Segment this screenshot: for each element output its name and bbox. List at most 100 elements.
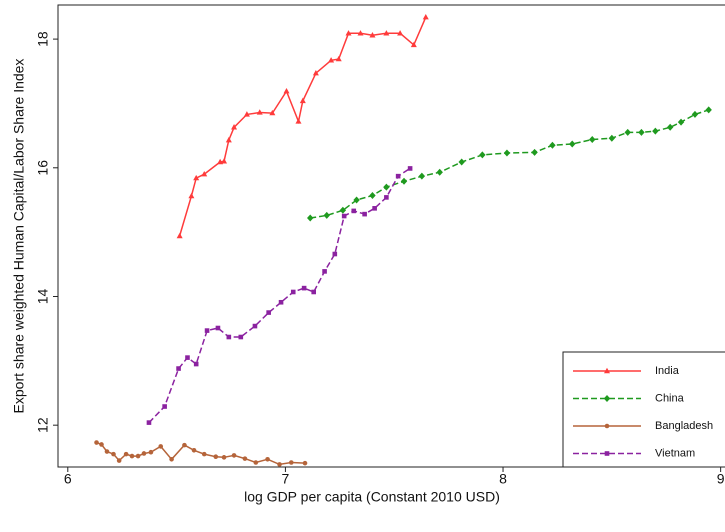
marker <box>302 460 308 466</box>
marker <box>129 453 135 459</box>
marker <box>123 451 129 457</box>
marker <box>204 328 210 333</box>
marker <box>691 110 699 118</box>
y-tick-label: 18 <box>35 31 51 47</box>
marker <box>278 299 284 305</box>
legend-label: Vietnam <box>655 447 695 459</box>
marker <box>141 451 147 456</box>
marker <box>312 70 319 76</box>
legend-label: Bangladesh <box>655 420 713 432</box>
marker <box>226 334 232 340</box>
marker <box>589 135 596 143</box>
marker <box>283 88 290 94</box>
legend-label: India <box>655 365 680 377</box>
marker <box>604 451 610 456</box>
marker <box>624 128 631 136</box>
marker <box>369 191 376 199</box>
y-tick-label: 14 <box>35 288 51 304</box>
legend-box <box>562 351 725 468</box>
marker <box>221 158 228 164</box>
marker <box>256 109 263 115</box>
marker <box>295 118 302 124</box>
marker <box>603 395 611 402</box>
marker <box>666 123 674 131</box>
marker <box>458 158 465 166</box>
marker <box>357 30 364 36</box>
marker <box>231 453 237 458</box>
marker <box>397 30 404 36</box>
marker <box>191 447 197 453</box>
marker <box>148 449 154 455</box>
marker <box>410 41 417 48</box>
marker <box>162 404 167 409</box>
marker <box>201 451 207 457</box>
marker <box>277 462 282 467</box>
marker <box>531 148 538 156</box>
marker <box>104 449 110 454</box>
marker <box>238 334 244 340</box>
marker <box>372 206 377 211</box>
marker <box>201 171 208 177</box>
marker <box>225 136 232 143</box>
legend-label: China <box>655 392 685 404</box>
marker <box>569 140 576 148</box>
marker <box>418 172 426 180</box>
marker <box>288 460 294 465</box>
marker <box>307 214 314 222</box>
y-tick-label: 12 <box>35 417 51 433</box>
marker <box>116 458 122 463</box>
marker <box>311 289 317 295</box>
marker <box>503 149 511 157</box>
marker <box>99 442 104 447</box>
marker <box>243 111 250 117</box>
x-axis-label: log GDP per capita (Constant 2010 USD) <box>244 489 500 505</box>
marker <box>322 269 327 274</box>
marker <box>328 57 335 63</box>
marker <box>400 177 408 185</box>
marker <box>652 127 659 135</box>
y-axis-label: Export share weighted Human Capital/Labo… <box>11 59 27 414</box>
marker <box>407 166 413 171</box>
marker <box>135 453 141 459</box>
marker <box>252 323 258 329</box>
marker <box>339 206 347 214</box>
marker <box>176 366 181 371</box>
marker <box>266 310 271 315</box>
marker <box>185 355 190 360</box>
marker <box>383 30 390 36</box>
x-tick-label: 8 <box>499 471 507 487</box>
marker <box>608 134 616 142</box>
marker <box>677 118 685 126</box>
marker <box>301 285 307 291</box>
marker <box>290 289 296 295</box>
marker <box>422 14 429 20</box>
marker <box>351 208 357 214</box>
marker <box>353 196 360 204</box>
marker <box>193 174 200 181</box>
x-tick-label: 6 <box>64 471 72 487</box>
marker <box>158 444 164 449</box>
marker <box>383 183 390 191</box>
marker <box>299 97 306 104</box>
marker <box>345 30 352 36</box>
marker <box>146 420 152 425</box>
legend: India China Bangladesh Vietnam <box>562 351 725 468</box>
marker <box>332 251 338 257</box>
marker <box>221 455 227 460</box>
marker <box>549 141 556 149</box>
marker <box>94 440 99 445</box>
marker <box>111 451 116 457</box>
marker <box>169 456 174 462</box>
marker <box>215 325 221 331</box>
marker <box>369 32 376 38</box>
marker <box>231 124 238 130</box>
x-tick-label: 7 <box>282 471 290 487</box>
plot-frame <box>57 4 725 468</box>
marker <box>269 109 276 116</box>
marker <box>335 55 342 62</box>
marker <box>705 106 712 114</box>
marker <box>638 128 645 136</box>
marker <box>176 232 183 239</box>
marker <box>604 367 610 374</box>
